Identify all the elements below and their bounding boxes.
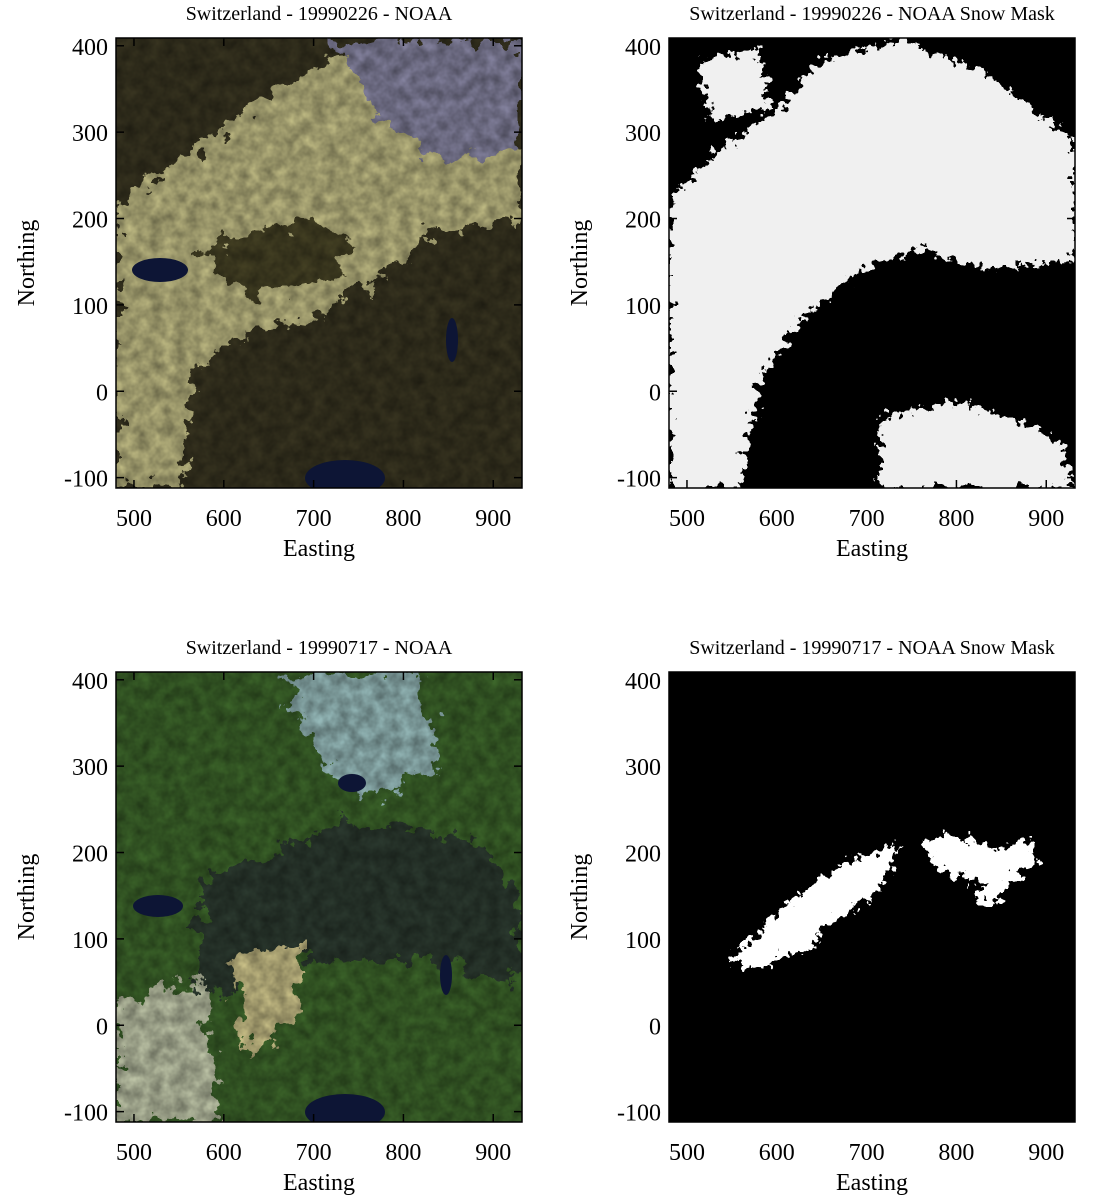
y-tick-label: 300	[72, 755, 108, 781]
y-tick-label: -100	[617, 1101, 661, 1127]
y-axis-label: Northing	[567, 854, 593, 941]
x-axis-label: Easting	[283, 536, 355, 562]
figure: Switzerland - 19990226 - NOAA Easting Nort…	[0, 0, 1100, 1196]
x-tick-label: 700	[296, 506, 332, 532]
panel-title: Switzerland - 19990226 - NOAA	[186, 3, 453, 25]
y-axis-label: Northing	[567, 220, 593, 307]
snow-mask-image	[669, 672, 1075, 1122]
y-tick-label: 400	[625, 669, 661, 695]
y-tick-label: 400	[72, 35, 108, 61]
y-tick-label: 300	[72, 121, 108, 147]
panel-title: Switzerland - 19990226 - NOAA Snow Mask	[689, 3, 1055, 25]
x-tick-label: 500	[116, 506, 152, 532]
y-tick-label: -100	[64, 1101, 108, 1127]
y-tick-label: 200	[625, 842, 661, 868]
y-tick-label: -100	[617, 467, 661, 493]
y-tick-label: 0	[649, 380, 661, 406]
x-tick-label: 600	[759, 506, 795, 532]
x-tick-label: 900	[475, 506, 511, 532]
y-tick-label: 0	[96, 1014, 108, 1040]
y-tick-label: 100	[625, 294, 661, 320]
x-axis-label: Easting	[283, 1170, 355, 1196]
x-tick-label: 700	[849, 1140, 885, 1166]
panel-title: Switzerland - 19990717 - NOAA	[186, 637, 453, 659]
x-tick-label: 700	[296, 1140, 332, 1166]
x-tick-label: 800	[938, 1140, 974, 1166]
x-tick-label: 800	[938, 506, 974, 532]
x-tick-label: 900	[475, 1140, 511, 1166]
y-tick-label: 100	[72, 928, 108, 954]
y-tick-label: 100	[72, 294, 108, 320]
x-tick-label: 600	[206, 506, 242, 532]
satellite-image	[116, 38, 522, 496]
x-tick-label: 500	[669, 1140, 705, 1166]
y-tick-label: 0	[96, 380, 108, 406]
y-tick-label: 400	[72, 669, 108, 695]
y-tick-label: -100	[64, 467, 108, 493]
y-tick-label: 0	[649, 1014, 661, 1040]
x-tick-label: 600	[759, 1140, 795, 1166]
x-tick-label: 900	[1028, 1140, 1064, 1166]
x-tick-label: 600	[206, 1140, 242, 1166]
panel-title: Switzerland - 19990717 - NOAA Snow Mask	[689, 637, 1055, 659]
x-axis-label: Easting	[836, 1170, 908, 1196]
snow-mask-image	[669, 38, 1075, 488]
y-tick-label: 200	[72, 842, 108, 868]
y-axis-label: Northing	[14, 854, 40, 941]
x-tick-label: 800	[385, 1140, 421, 1166]
x-tick-label: 700	[849, 506, 885, 532]
y-tick-label: 200	[625, 208, 661, 234]
satellite-image	[116, 672, 522, 1130]
x-axis-label: Easting	[836, 536, 908, 562]
x-tick-label: 800	[385, 506, 421, 532]
x-tick-label: 500	[669, 506, 705, 532]
x-tick-label: 900	[1028, 506, 1064, 532]
x-tick-label: 500	[116, 1140, 152, 1166]
y-tick-label: 100	[625, 928, 661, 954]
y-tick-label: 300	[625, 121, 661, 147]
y-axis-label: Northing	[14, 220, 40, 307]
y-tick-label: 400	[625, 35, 661, 61]
y-tick-label: 300	[625, 755, 661, 781]
y-tick-label: 200	[72, 208, 108, 234]
